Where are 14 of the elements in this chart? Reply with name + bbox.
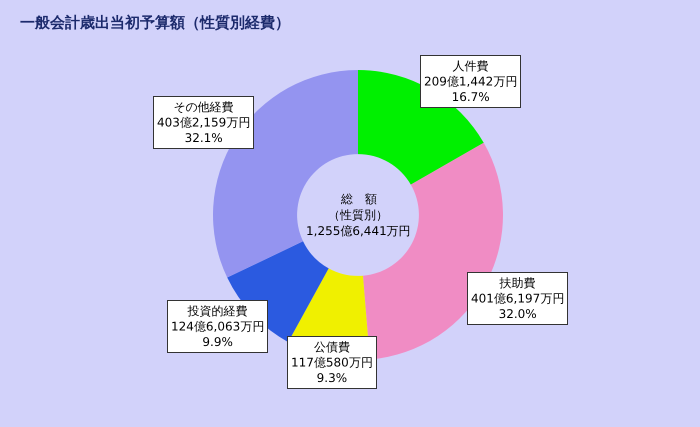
data-label: 401億6,197万円 32.0%	[471, 292, 564, 322]
slice-label: 公債費	[314, 340, 350, 354]
slice-label: 扶助費	[498, 276, 536, 290]
data-label: 209億1,442万円 16.7%	[424, 74, 518, 104]
data-label: 124億6,063万円 9.9%	[171, 320, 264, 350]
slice-label: 人件費	[452, 59, 489, 73]
slice-label: その他経費	[174, 100, 234, 114]
data-label: 403億2,159万円 32.1%	[157, 116, 250, 146]
slice-label: 投資的経費	[186, 304, 248, 318]
chart-title: 一般会計歳出当初予算額（性質別経費）	[20, 13, 290, 32]
text: 総 額	[340, 192, 377, 206]
text: （性質別）	[328, 208, 388, 222]
text: 1,255億6,441万円	[306, 224, 411, 238]
data-label: 117億580万円 9.3%	[291, 356, 373, 386]
